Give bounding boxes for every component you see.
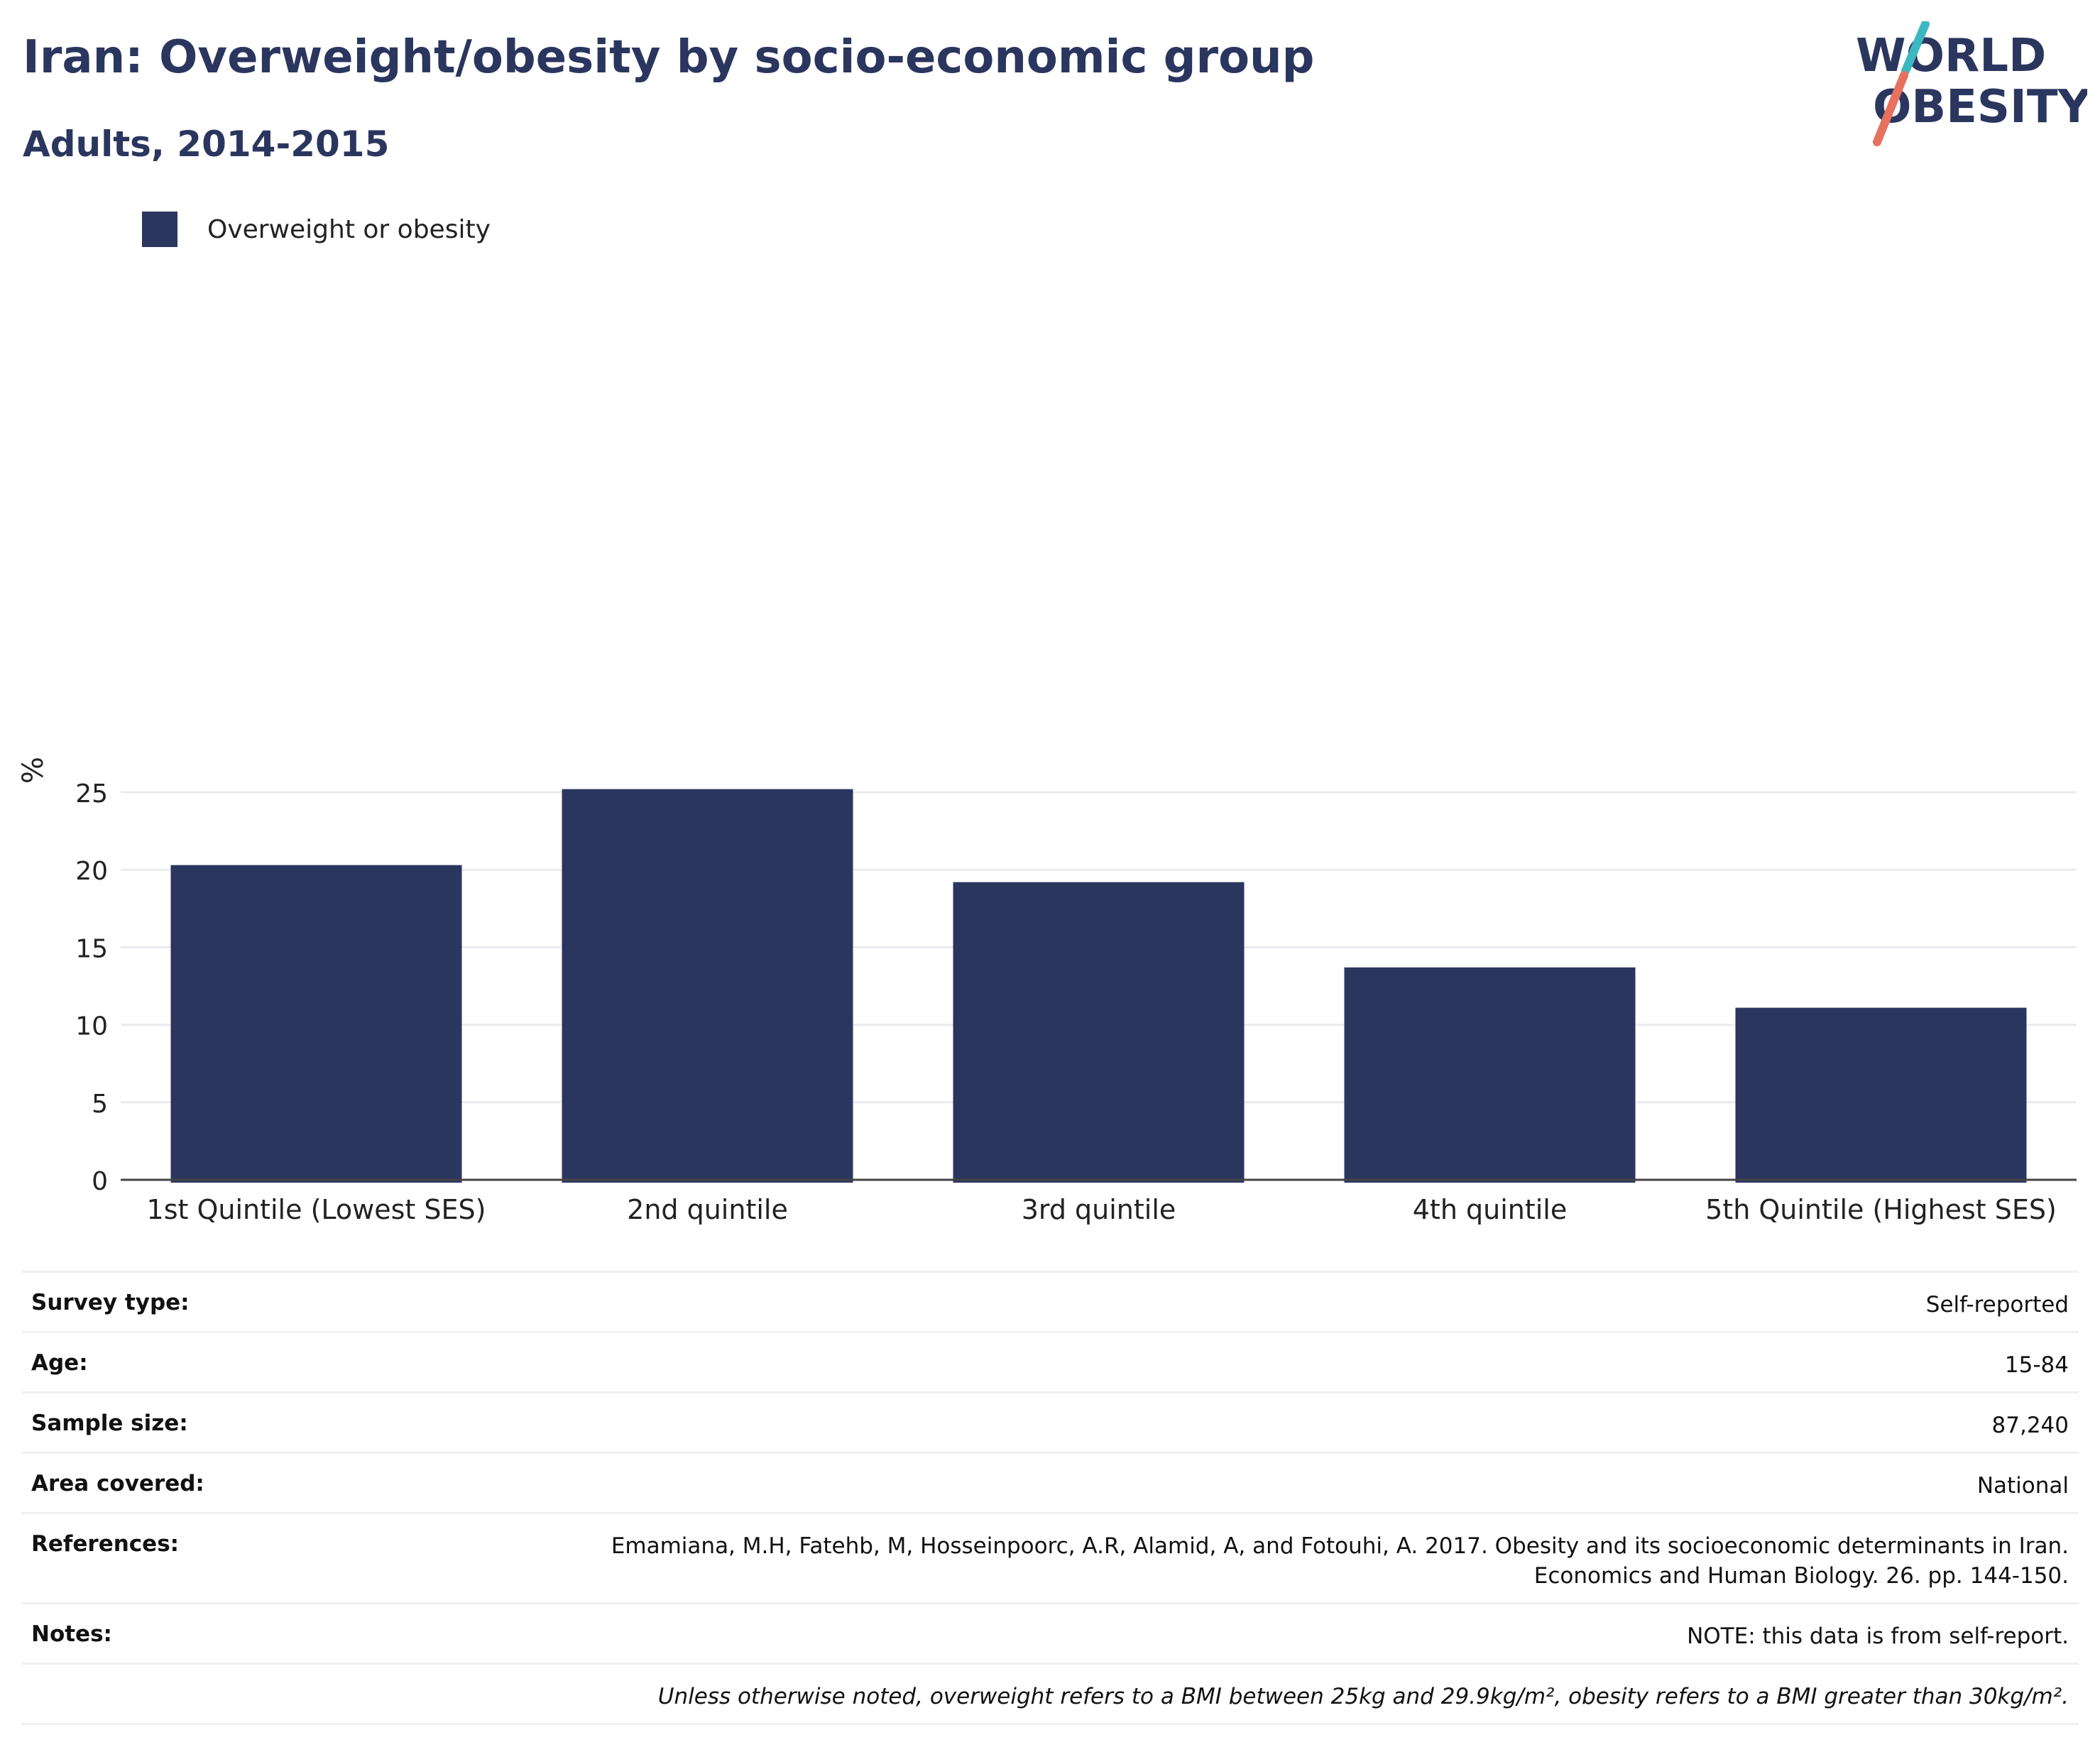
chart-title: Iran: Overweight/obesity by socio-econom… bbox=[23, 31, 1315, 84]
sample-size-value: 87,240 bbox=[325, 1391, 2079, 1453]
sample-size-label: Sample size: bbox=[21, 1391, 325, 1453]
logo-line-1: WORLD bbox=[1856, 30, 2046, 82]
area-label: Area covered: bbox=[21, 1452, 325, 1513]
notes-row: Notes: NOTE: this data is from self-repo… bbox=[21, 1602, 2079, 1664]
bar-5[interactable] bbox=[1735, 1007, 2027, 1183]
logo-line-2: OBESITY bbox=[1873, 81, 2087, 133]
notes-label: Notes: bbox=[21, 1602, 325, 1664]
definition-row: Unless otherwise noted, overweight refer… bbox=[21, 1663, 2079, 1725]
y-tick-label: 25 bbox=[75, 779, 108, 809]
logo-coral-stroke bbox=[1873, 71, 1908, 146]
legend-label: Overweight or obesity bbox=[207, 214, 491, 244]
axes: 0 5 10 15 20 25 1st Quintile (Lowest SES) 2nd q… bbox=[75, 779, 2077, 1225]
y-tick-label: 0 bbox=[92, 1167, 108, 1196]
survey-type-row: Survey type: Self-reported bbox=[21, 1271, 2079, 1332]
references-row: References: Emamiana, M.H, Fatehb, M, Ho… bbox=[21, 1512, 2079, 1604]
y-axis-label: % bbox=[17, 757, 50, 784]
notes-value: NOTE: this data is from self-report. bbox=[325, 1602, 2079, 1664]
y-tick-label: 10 bbox=[75, 1012, 108, 1041]
age-value: 15-84 bbox=[325, 1331, 2079, 1393]
references-line-1: Emamiana, M.H, Fatehb, M, Hosseinpoorc, … bbox=[611, 1533, 2069, 1559]
references-line-2: Economics and Human Biology. 26. pp. 144… bbox=[1533, 1563, 2069, 1589]
bar-chart: 0 5 10 15 20 25 1st Quintile (Lowest SES) 2nd q… bbox=[17, 757, 2077, 1225]
references-value: Emamiana, M.H, Fatehb, M, Hosseinpoorc, … bbox=[325, 1512, 2079, 1604]
y-tick-label: 5 bbox=[92, 1090, 108, 1119]
x-tick-label: 3rd quintile bbox=[1022, 1194, 1176, 1225]
bar-4[interactable] bbox=[1344, 967, 1636, 1183]
x-tick-label: 2nd quintile bbox=[627, 1194, 788, 1225]
area-value: National bbox=[325, 1452, 2079, 1513]
area-row: Area covered: National bbox=[21, 1452, 2079, 1513]
survey-type-label: Survey type: bbox=[21, 1271, 325, 1332]
bar-2[interactable] bbox=[562, 789, 853, 1183]
bar-1[interactable] bbox=[170, 865, 462, 1183]
references-label: References: bbox=[21, 1512, 325, 1604]
legend[interactable]: Overweight or obesity bbox=[142, 212, 491, 247]
sample-size-row: Sample size: 87,240 bbox=[21, 1391, 2079, 1453]
bars bbox=[170, 789, 2027, 1183]
x-tick-label: 4th quintile bbox=[1413, 1194, 1567, 1225]
age-row: Age: 15-84 bbox=[21, 1331, 2079, 1393]
survey-type-value: Self-reported bbox=[325, 1271, 2079, 1332]
chart-subtitle: Adults, 2014-2015 bbox=[23, 124, 390, 165]
x-tick-label: 5th Quintile (Highest SES) bbox=[1705, 1194, 2057, 1225]
definition-note: Unless otherwise noted, overweight refer… bbox=[325, 1663, 2079, 1725]
x-tick-label: 1st Quintile (Lowest SES) bbox=[147, 1194, 486, 1225]
age-label: Age: bbox=[21, 1331, 325, 1393]
legend-swatch bbox=[142, 212, 177, 247]
world-obesity-logo: WORLD OBESITY bbox=[1856, 21, 2087, 146]
bar-3[interactable] bbox=[953, 882, 1245, 1183]
logo-teal-stroke bbox=[1901, 21, 1930, 75]
y-tick-label: 15 bbox=[75, 934, 108, 963]
y-tick-label: 20 bbox=[75, 857, 108, 886]
metadata-table: Survey type: Self-reported Age: 15-84 Sa… bbox=[21, 1271, 2079, 1725]
